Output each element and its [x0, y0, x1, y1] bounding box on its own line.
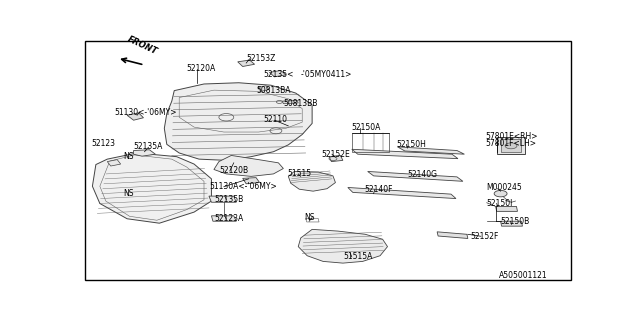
Text: NS: NS [124, 152, 134, 161]
Text: 51515: 51515 [287, 169, 312, 178]
Polygon shape [209, 196, 236, 202]
Text: 51130<-'06MY>: 51130<-'06MY> [115, 108, 177, 117]
Text: 57801E<RH>: 57801E<RH> [486, 132, 538, 141]
Polygon shape [243, 178, 260, 184]
Text: 50813BA: 50813BA [256, 86, 291, 95]
Polygon shape [164, 83, 312, 160]
Text: NS: NS [304, 212, 315, 221]
Text: NS: NS [124, 189, 134, 198]
Text: 52150I: 52150I [486, 199, 513, 208]
Text: 52153Z: 52153Z [246, 54, 276, 63]
Polygon shape [348, 188, 456, 198]
Text: 57801F<LH>: 57801F<LH> [486, 139, 537, 148]
Polygon shape [134, 150, 156, 156]
Text: 52123: 52123 [91, 139, 115, 148]
Polygon shape [500, 221, 522, 226]
Polygon shape [282, 100, 298, 104]
Polygon shape [92, 153, 211, 223]
Text: 52150B: 52150B [500, 217, 530, 226]
Polygon shape [329, 156, 343, 162]
Text: M000245: M000245 [486, 183, 522, 192]
Text: 51130A<-'06MY>: 51130A<-'06MY> [209, 182, 276, 191]
Polygon shape [257, 86, 269, 92]
Polygon shape [437, 232, 468, 238]
Polygon shape [214, 156, 284, 176]
Text: 52120B: 52120B [219, 166, 248, 175]
Polygon shape [367, 172, 463, 181]
Polygon shape [108, 160, 121, 166]
Text: 51515A: 51515A [343, 252, 372, 261]
Polygon shape [495, 206, 518, 212]
Polygon shape [288, 172, 335, 191]
Text: -'05MY0411>: -'05MY0411> [301, 70, 352, 79]
Text: 52152F: 52152F [471, 231, 499, 241]
Polygon shape [269, 70, 286, 77]
Text: 52152E: 52152E [321, 150, 350, 159]
Polygon shape [211, 216, 236, 221]
Text: 52123A: 52123A [214, 214, 243, 223]
Text: 52140F: 52140F [365, 185, 393, 194]
Circle shape [505, 143, 517, 149]
Polygon shape [237, 60, 255, 67]
Polygon shape [397, 147, 465, 154]
Text: 52110: 52110 [264, 115, 287, 124]
Polygon shape [497, 138, 525, 154]
Text: 52135B: 52135B [214, 195, 243, 204]
Text: 50813BB: 50813BB [284, 99, 317, 108]
Text: 52120A: 52120A [187, 64, 216, 73]
Polygon shape [298, 229, 388, 263]
Text: 52140G: 52140G [408, 170, 437, 179]
Text: A505001121: A505001121 [499, 271, 548, 280]
Text: FRONT: FRONT [125, 35, 159, 56]
Circle shape [494, 190, 507, 197]
Polygon shape [352, 149, 458, 159]
Text: 52135<: 52135< [264, 70, 294, 79]
Polygon shape [127, 113, 143, 120]
Text: 52150A: 52150A [352, 123, 381, 132]
Text: 52135A: 52135A [134, 142, 163, 151]
Text: 52150H: 52150H [396, 140, 426, 149]
Polygon shape [500, 140, 522, 152]
